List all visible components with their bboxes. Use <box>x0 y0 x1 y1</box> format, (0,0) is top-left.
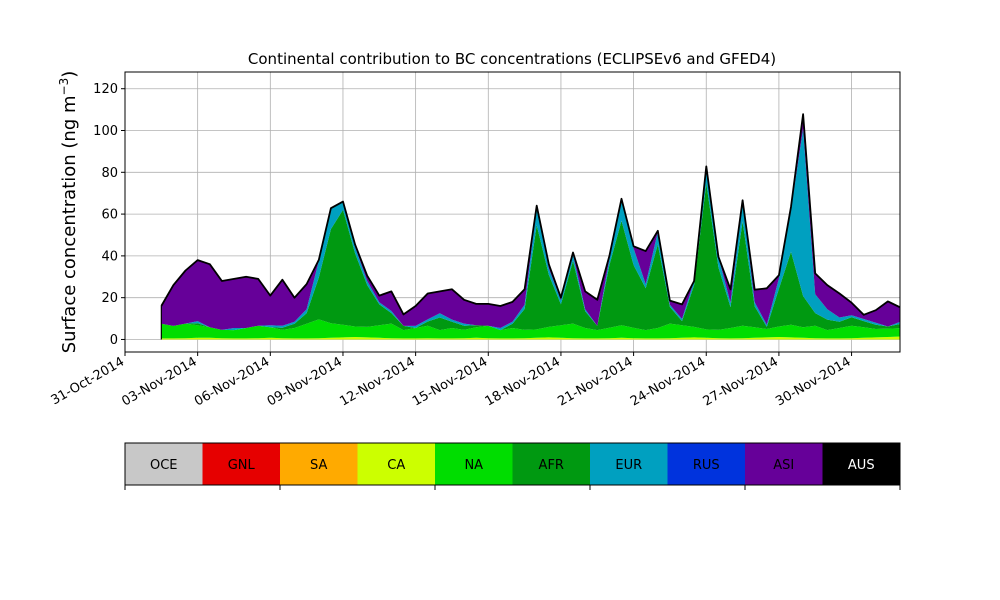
y-tick-label: 60 <box>101 208 118 223</box>
legend-swatch-eur <box>590 443 668 485</box>
legend-label-oce: OCE <box>150 458 178 473</box>
colorbar-legend: OCE GNL SA CA NA AFR EUR RUS ASI AUS <box>124 442 901 490</box>
y-tick-label: 120 <box>93 82 118 97</box>
y-tick-label: 40 <box>101 249 118 264</box>
legend-swatch-asi <box>745 443 823 485</box>
plot-frame <box>124 71 901 353</box>
legend-label-na: NA <box>464 458 483 473</box>
legend-label-ca: CA <box>387 458 405 473</box>
y-axis-label: Surface concentration (ng m−3) <box>57 71 80 354</box>
chart-title: Continental contribution to BC concentra… <box>248 50 776 68</box>
y-tick-label: 0 <box>110 333 118 348</box>
stacked-areas <box>160 113 900 340</box>
legend-swatch-afr <box>512 443 590 485</box>
area-ca <box>161 336 900 340</box>
legend-swatch-gnl <box>202 443 280 485</box>
y-tick-label: 20 <box>101 291 118 306</box>
area-asi <box>161 114 900 330</box>
legend-swatch-rus <box>667 443 745 485</box>
y-axis-label-main: Surface concentration (ng m <box>59 95 80 353</box>
total-outline <box>160 113 900 316</box>
y-tick-label: 100 <box>93 124 118 139</box>
legend-swatch-oce <box>125 443 203 485</box>
legend-label-afr: AFR <box>539 458 564 473</box>
legend-label-sa: SA <box>310 458 327 473</box>
legend-label-asi: ASI <box>773 458 794 473</box>
legend-swatch-sa <box>280 443 358 485</box>
legend-label-eur: EUR <box>615 458 642 473</box>
y-tick-label: 80 <box>101 166 118 181</box>
legend-label-rus: RUS <box>693 458 720 473</box>
area-afr <box>161 183 900 331</box>
y-axis-label-close: ) <box>59 71 80 78</box>
y-axis-label-exponent: −3 <box>57 78 71 96</box>
area-na <box>161 319 900 339</box>
legend-swatch-ca <box>357 443 435 485</box>
legend-label-gnl: GNL <box>228 458 256 473</box>
area-eur <box>161 128 900 331</box>
legend-swatch-na <box>435 443 513 485</box>
legend-frame <box>124 442 901 486</box>
legend-swatch-aus <box>822 443 900 485</box>
legend-label-aus: AUS <box>848 458 875 473</box>
y-axis: 0 20 40 60 80 100 120 <box>93 82 125 348</box>
